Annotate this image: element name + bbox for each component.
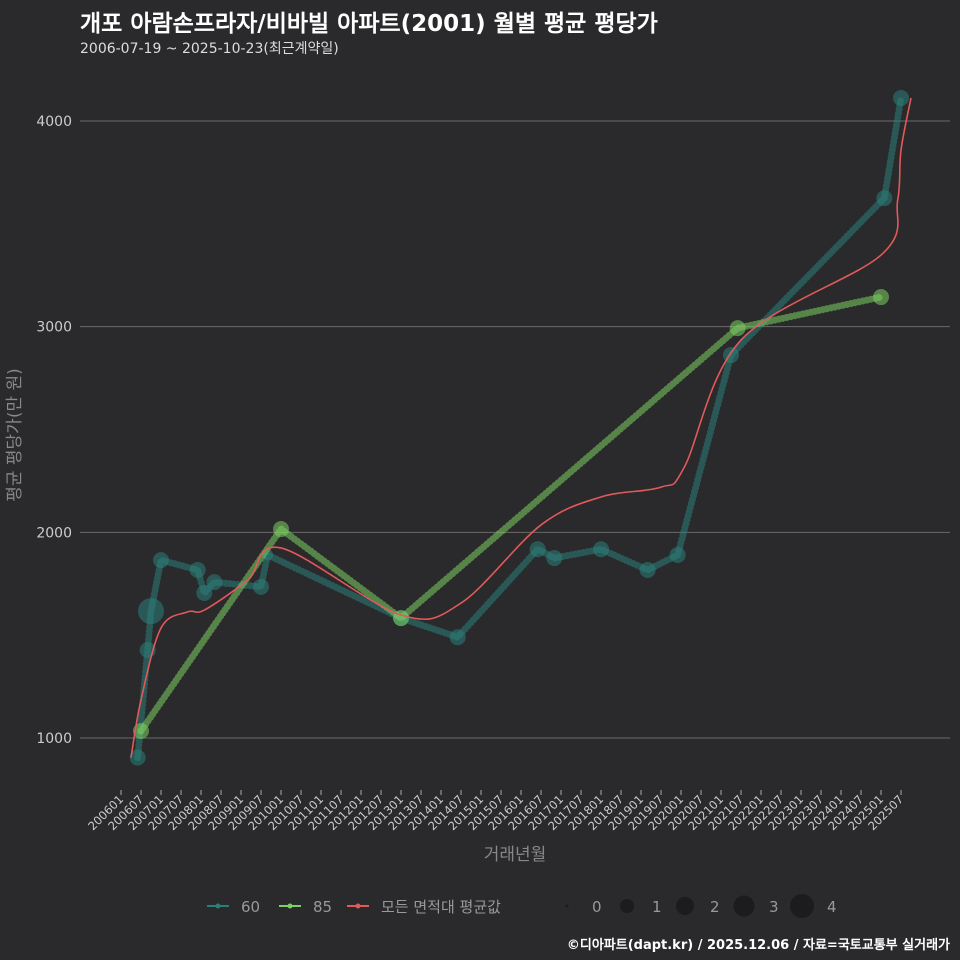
- data-point-60: [138, 598, 164, 625]
- data-point-60: [206, 574, 223, 591]
- chart-subtitle: 2006-07-19 ~ 2025-10-23(최근계약일): [80, 41, 339, 57]
- size-legend-label: 4: [827, 898, 837, 916]
- y-tick-label: 2000: [36, 525, 72, 541]
- data-point-60: [449, 629, 466, 646]
- data-point-60: [593, 541, 609, 558]
- data-point-85: [273, 521, 289, 538]
- y-tick-label: 4000: [36, 114, 72, 130]
- series-line-average: [130, 97, 912, 758]
- size-legend-circle: [790, 894, 814, 918]
- y-tick-label: 1000: [36, 731, 72, 747]
- x-axis-label: 거래년월: [484, 845, 547, 865]
- series-line-60: [134, 94, 905, 762]
- legend-marker-0: [215, 903, 221, 909]
- data-point-60: [893, 89, 909, 106]
- legend-marker-2: [355, 903, 361, 909]
- data-point-60: [196, 585, 213, 602]
- data-point-60: [669, 546, 686, 563]
- legend-marker-1: [287, 903, 293, 909]
- data-point-60: [529, 541, 546, 558]
- data-point-85: [873, 289, 889, 306]
- chart-title: 개포 아람손프라자/비바빌 아파트(2001) 월별 평균 평당가: [80, 11, 658, 37]
- data-point-85: [729, 320, 746, 337]
- footer-credit: ©디아파트(dapt.kr) / 2025.12.06 / 자료=국토교통부 실…: [566, 938, 950, 953]
- size-legend-circle: [620, 899, 634, 913]
- data-point-60: [639, 561, 656, 578]
- series-line-85: [137, 293, 885, 735]
- legend-label: 85: [313, 898, 332, 916]
- legend-label: 모든 면적대 평균값: [381, 898, 501, 916]
- size-legend-label: 3: [769, 898, 779, 916]
- data-point-60: [546, 550, 563, 567]
- data-point-60: [153, 552, 169, 569]
- data-point-60: [876, 190, 893, 207]
- data-point-60: [253, 578, 269, 595]
- data-point-60: [189, 561, 206, 578]
- y-tick-label: 3000: [36, 320, 72, 336]
- y-axis-label: 평균 평당가(만 원): [5, 368, 25, 502]
- data-point-60: [129, 749, 146, 766]
- size-legend-label: 0: [592, 898, 602, 916]
- size-legend-circle: [676, 897, 694, 915]
- size-legend-label: 2: [710, 898, 720, 916]
- data-point-85: [133, 723, 149, 740]
- size-legend-circle: [565, 904, 569, 908]
- legend-label: 60: [241, 898, 260, 916]
- size-legend-label: 1: [652, 898, 662, 916]
- size-legend-circle: [733, 895, 755, 917]
